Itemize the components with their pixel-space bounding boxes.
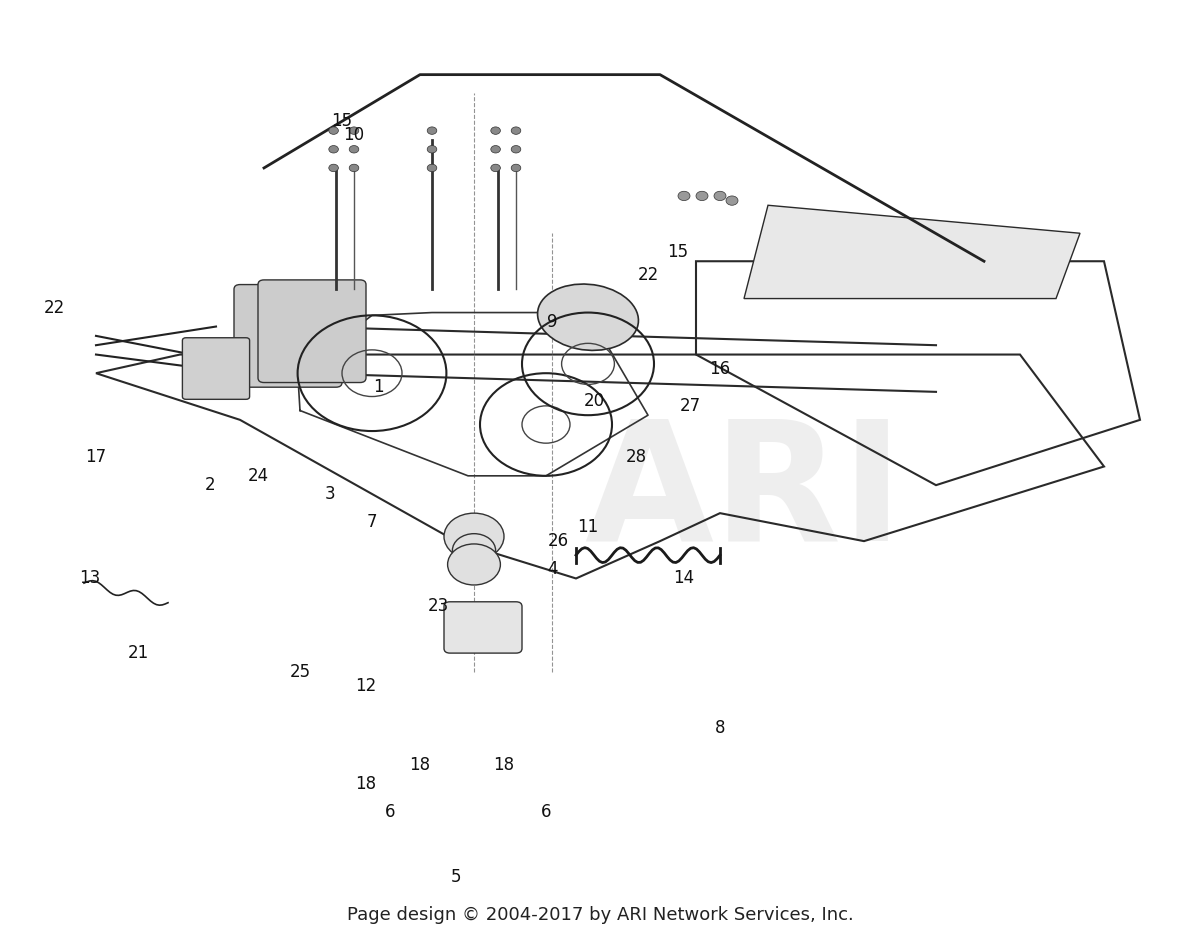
Text: 12: 12: [355, 676, 377, 695]
Text: 21: 21: [127, 644, 149, 662]
Text: 25: 25: [289, 662, 311, 681]
Text: 24: 24: [247, 466, 269, 485]
Text: 22: 22: [637, 266, 659, 285]
Circle shape: [427, 127, 437, 134]
Text: 22: 22: [43, 299, 65, 317]
Circle shape: [714, 191, 726, 201]
Circle shape: [491, 127, 500, 134]
Text: 26: 26: [547, 532, 569, 550]
Text: 28: 28: [625, 448, 647, 466]
Circle shape: [444, 513, 504, 560]
Text: 1: 1: [373, 378, 383, 397]
Text: 18: 18: [355, 774, 377, 793]
Text: 17: 17: [85, 448, 107, 466]
Text: 2: 2: [205, 476, 215, 494]
Text: 18: 18: [409, 756, 431, 774]
Circle shape: [329, 127, 338, 134]
Polygon shape: [744, 205, 1080, 299]
FancyBboxPatch shape: [182, 338, 250, 399]
FancyBboxPatch shape: [258, 280, 366, 383]
Circle shape: [678, 191, 690, 201]
Text: 13: 13: [79, 569, 101, 588]
Text: ARI: ARI: [584, 413, 904, 576]
Circle shape: [511, 164, 521, 172]
Circle shape: [349, 146, 359, 153]
Ellipse shape: [538, 284, 638, 351]
Text: 14: 14: [673, 569, 695, 588]
Circle shape: [448, 544, 500, 585]
Circle shape: [511, 146, 521, 153]
Ellipse shape: [253, 307, 359, 374]
Circle shape: [511, 127, 521, 134]
Text: 5: 5: [451, 868, 461, 886]
Circle shape: [329, 146, 338, 153]
Circle shape: [696, 191, 708, 201]
Circle shape: [452, 534, 496, 567]
Text: 15: 15: [667, 243, 689, 261]
Circle shape: [329, 164, 338, 172]
Circle shape: [726, 196, 738, 205]
Text: 10: 10: [343, 126, 365, 145]
Text: 6: 6: [541, 802, 551, 821]
Text: Page design © 2004-2017 by ARI Network Services, Inc.: Page design © 2004-2017 by ARI Network S…: [347, 906, 853, 924]
Circle shape: [349, 164, 359, 172]
Text: 20: 20: [583, 392, 605, 411]
Text: 11: 11: [577, 518, 599, 536]
Text: 15: 15: [331, 112, 353, 131]
Circle shape: [491, 164, 500, 172]
Circle shape: [491, 146, 500, 153]
Circle shape: [427, 146, 437, 153]
Circle shape: [427, 164, 437, 172]
Text: 8: 8: [715, 718, 725, 737]
Text: 7: 7: [367, 513, 377, 532]
Text: 9: 9: [547, 313, 557, 331]
Text: 6: 6: [385, 802, 395, 821]
Circle shape: [349, 127, 359, 134]
Text: 4: 4: [547, 560, 557, 578]
Text: 18: 18: [493, 756, 515, 774]
Text: 27: 27: [679, 397, 701, 415]
Text: 3: 3: [325, 485, 335, 504]
FancyBboxPatch shape: [234, 285, 342, 387]
Text: 23: 23: [427, 597, 449, 616]
Text: 16: 16: [709, 359, 731, 378]
FancyBboxPatch shape: [444, 602, 522, 653]
